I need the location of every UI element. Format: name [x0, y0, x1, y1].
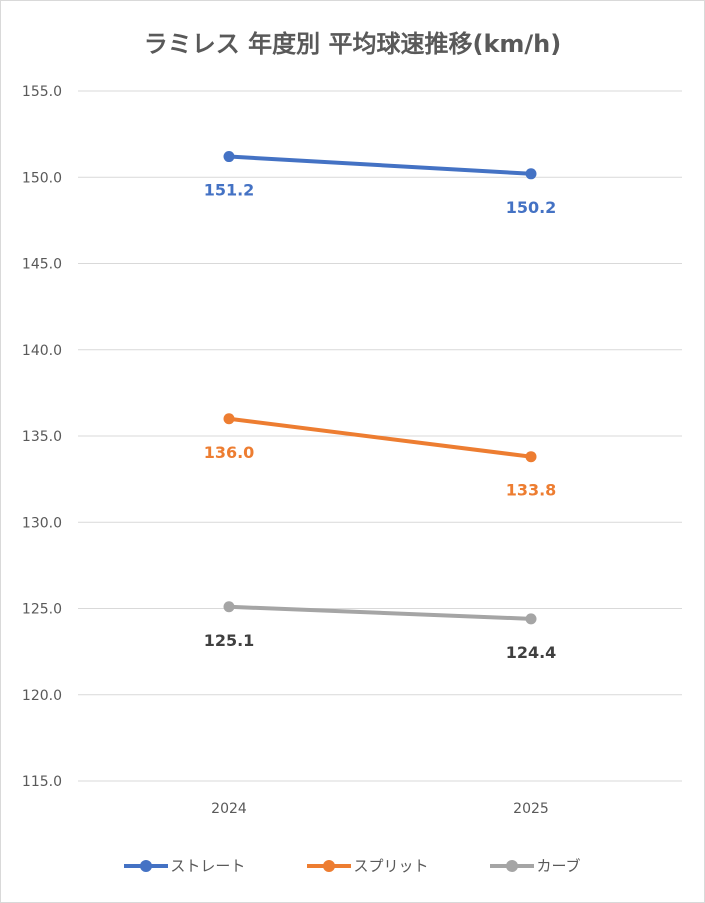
y-tick-label: 135.0 — [22, 429, 62, 445]
x-axis-tick-labels: 2024 2025 — [211, 801, 549, 817]
x-tick-label: 2024 — [211, 801, 247, 817]
data-label: 136.0 — [204, 443, 255, 462]
legend-swatch — [490, 859, 535, 873]
legend-swatch-dot — [140, 859, 153, 872]
gridlines — [78, 90, 682, 782]
data-label: 151.2 — [204, 181, 255, 200]
data-point — [223, 601, 235, 613]
data-label: 125.1 — [204, 631, 255, 650]
series-lines — [223, 151, 537, 625]
data-label: 133.8 — [506, 481, 557, 500]
y-tick-label: 140.0 — [22, 343, 62, 359]
x-tick-label: 2025 — [513, 801, 549, 817]
legend-item: ストレート — [124, 855, 245, 876]
series-line — [227, 154, 533, 176]
y-tick-label: 145.0 — [22, 257, 62, 273]
data-point — [223, 151, 235, 163]
y-tick-label: 125.0 — [22, 602, 62, 618]
data-point — [525, 613, 537, 625]
legend-item: カーブ — [490, 855, 581, 876]
chart-title: ラミレス 年度別 平均球速推移(km/h) — [143, 30, 562, 58]
legend-swatch — [124, 859, 169, 873]
legend: ストレート スプリット カーブ — [0, 855, 705, 876]
y-tick-label: 120.0 — [22, 688, 62, 704]
legend-label: ストレート — [170, 857, 246, 875]
y-tick-label: 115.0 — [22, 774, 62, 790]
legend-swatch-dot — [506, 859, 519, 872]
series-line — [227, 604, 533, 621]
legend-label: カーブ — [536, 857, 581, 875]
legend-item: スプリット — [307, 855, 428, 876]
data-label: 150.2 — [506, 198, 557, 217]
legend-swatch — [307, 859, 352, 873]
y-tick-label: 130.0 — [22, 515, 62, 531]
data-label: 124.4 — [506, 643, 557, 662]
legend-label: スプリット — [353, 857, 429, 875]
data-point — [223, 413, 235, 425]
data-point — [525, 168, 537, 180]
y-axis-tick-labels: 115.0 120.0 125.0 130.0 135.0 140.0 145.0 150.0… — [22, 84, 62, 790]
series-line — [227, 416, 533, 459]
data-point — [525, 451, 537, 463]
data-labels: 151.2 150.2 136.0 133.8 125.1 124.4 — [204, 181, 557, 662]
y-tick-label: 150.0 — [22, 170, 62, 186]
legend-swatch-dot — [323, 859, 336, 872]
y-tick-label: 155.0 — [22, 84, 62, 100]
